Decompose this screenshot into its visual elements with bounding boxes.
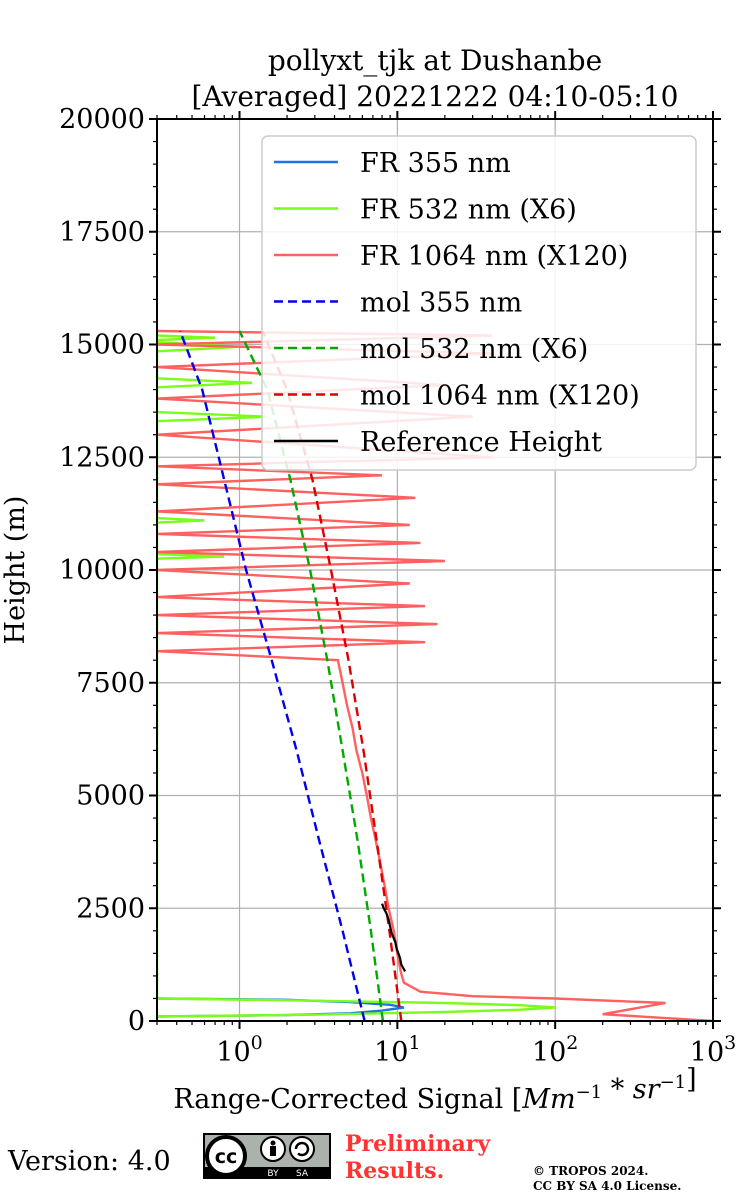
y-tick-label: 2500: [76, 893, 145, 924]
y-tick-label: 12500: [59, 442, 145, 473]
copyright-line-1: © TROPOS 2024.: [533, 1164, 649, 1178]
preliminary-line-2: Results.: [345, 1158, 445, 1184]
legend-label-2: FR 1064 nm (X120): [360, 241, 628, 272]
series-line-4: [238, 330, 385, 1021]
legend-label-1: FR 532 nm (X6): [360, 195, 577, 226]
copyright-notice: © TROPOS 2024. CC BY SA 4.0 License.: [533, 1164, 681, 1194]
legend-label-6: Reference Height: [360, 427, 602, 458]
sa-text: SA: [296, 1169, 309, 1179]
x-tick-label: 102: [532, 1032, 578, 1068]
series-line-5: [261, 330, 403, 1021]
series-line-3: [178, 330, 366, 1021]
legend-box: [261, 135, 697, 471]
axes: 0 2500 5000 7500 10000 12500 15000 17500 20000 10…: [59, 104, 736, 1068]
version-label: Version: 4.0: [8, 1146, 171, 1177]
y-tick-label: 20000: [59, 104, 145, 135]
x-tick-label: 100: [216, 1032, 262, 1068]
legend-label-5: mol 1064 nm (X120): [360, 381, 640, 412]
x-axis-label: Range-Corrected Signal [Mm−1 * sr−1]: [173, 1064, 696, 1115]
y-axis-label: Height (m): [0, 496, 31, 645]
chart-title-line-1: pollyxt_tjk at Dushanbe: [268, 44, 602, 77]
preliminary-results-label: Preliminary Results.: [345, 1131, 490, 1185]
cc-logo-text: cc: [215, 1146, 238, 1168]
series-line-6: [381, 903, 407, 972]
y-tick-label: 5000: [76, 781, 145, 812]
copyright-line-2: CC BY SA 4.0 License.: [533, 1179, 682, 1193]
by-text: BY: [267, 1169, 279, 1179]
preliminary-line-1: Preliminary: [345, 1131, 491, 1157]
y-tick-label: 7500: [76, 668, 145, 699]
cc-by-sa-icon: cc BY SA: [203, 1133, 331, 1179]
series-lines: [157, 329, 713, 1021]
legend-label-0: FR 355 nm: [360, 148, 511, 179]
lidar-profile-chart: pollyxt_tjk at Dushanbe [Averaged] 20221…: [0, 44, 736, 1115]
y-tick-label: 15000: [59, 330, 145, 361]
y-tick-label: 10000: [59, 555, 145, 586]
y-tick-label: 17500: [59, 217, 145, 248]
x-tick-label: 101: [374, 1032, 420, 1068]
legend-label-3: mol 355 nm: [360, 288, 522, 319]
chart-title-line-2: [Averaged] 20221222 04:10-05:10: [192, 80, 679, 113]
y-tick-label: 0: [128, 1006, 145, 1037]
x-tick-label: 103: [690, 1032, 736, 1068]
legend-label-4: mol 532 nm (X6): [360, 334, 588, 365]
legend: FR 355 nm FR 532 nm (X6) FR 1064 nm (X120)…: [261, 135, 697, 471]
series-line-1: [157, 334, 556, 1018]
